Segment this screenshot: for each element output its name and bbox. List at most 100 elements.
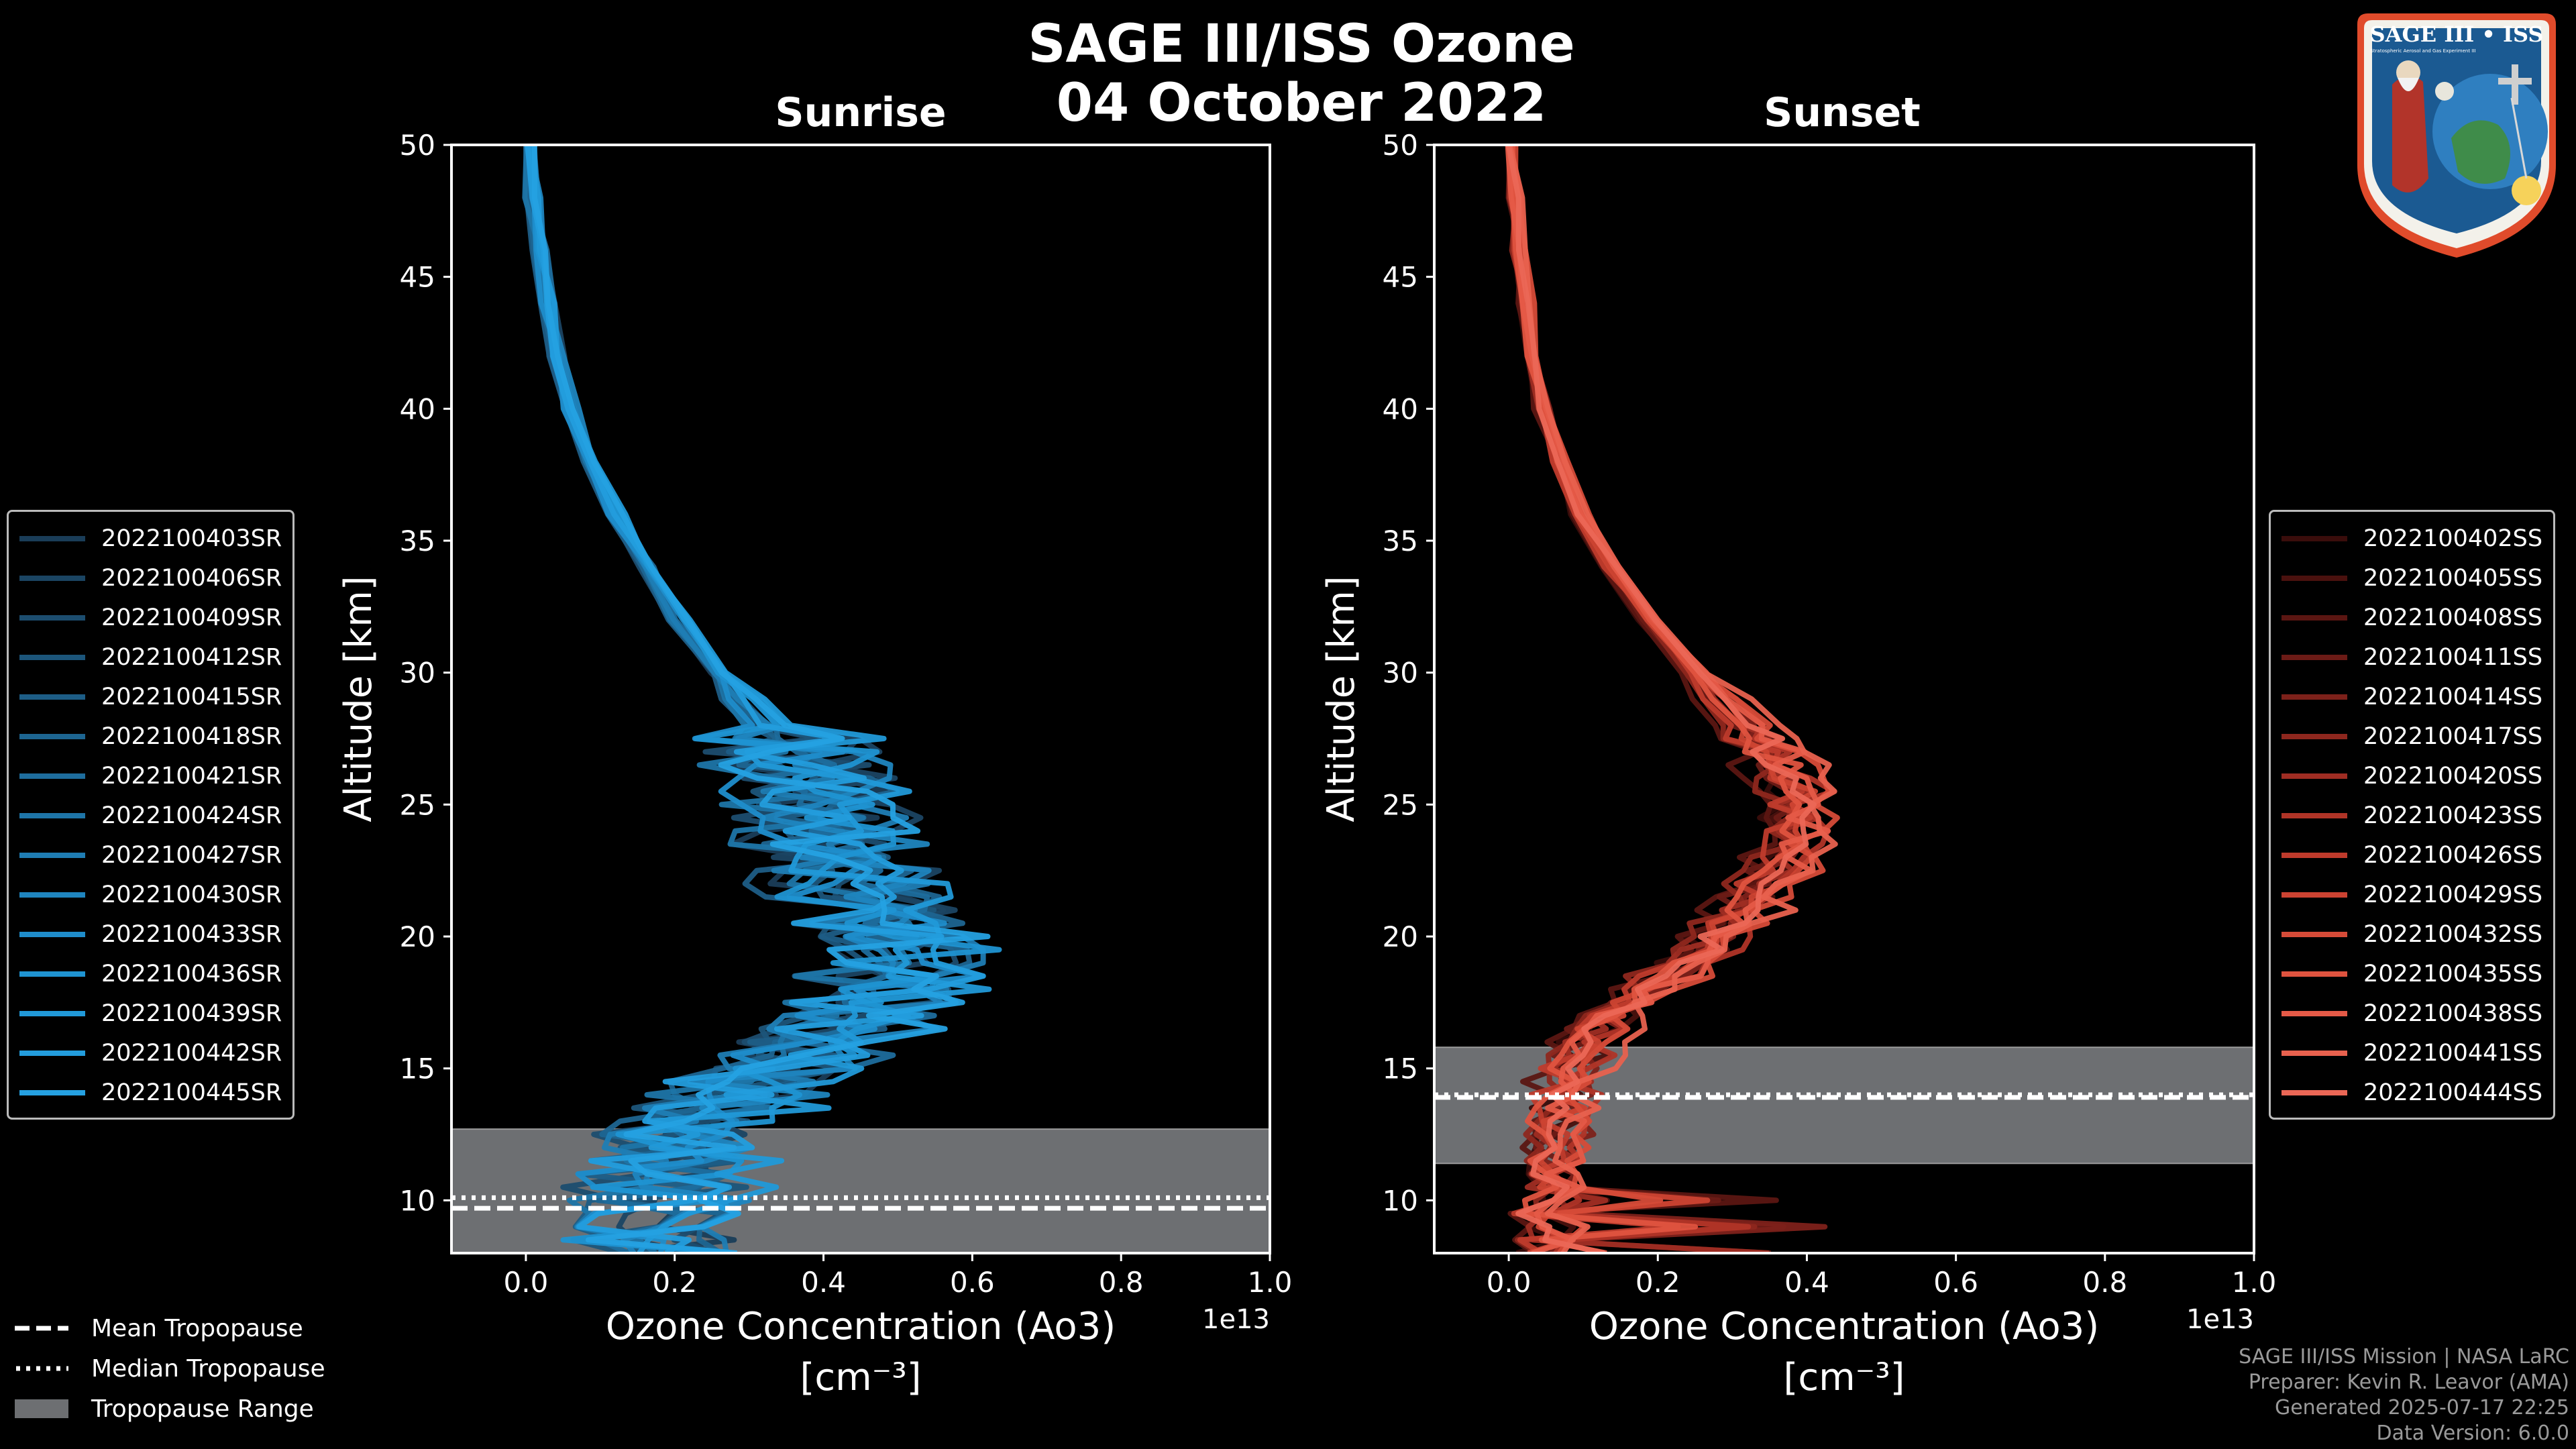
y-tick-label: 10	[1383, 1184, 1418, 1217]
legend-swatch	[19, 773, 85, 779]
legend-label: 2022100406SR	[101, 564, 282, 592]
legend-item: 2022100421SR	[19, 756, 282, 796]
x-axis-units: [cm⁻³]	[800, 1356, 921, 1399]
x-tick-label: 0.8	[2082, 1266, 2127, 1299]
legend-swatch	[19, 1050, 85, 1056]
legend-swatch	[19, 535, 85, 541]
legend-label: 2022100432SS	[2363, 920, 2543, 948]
dashed-line-icon	[15, 1326, 68, 1331]
legend-label: 2022100445SR	[101, 1079, 282, 1106]
y-axis-label: Altitude [km]	[337, 576, 380, 822]
legend-swatch	[19, 614, 85, 621]
legend-swatch	[2282, 575, 2347, 581]
legend-item: 2022100433SR	[19, 914, 282, 954]
legend-item: 2022100420SS	[2282, 756, 2542, 796]
legend-label: 2022100435SS	[2363, 960, 2543, 987]
x-tick-label: 0.2	[652, 1266, 697, 1299]
legend-item-median-tropopause: Median Tropopause	[13, 1348, 325, 1389]
legend-label: 2022100417SS	[2363, 722, 2543, 750]
legend-swatch	[2282, 1089, 2347, 1095]
credit-generated: Generated 2025-07-17 22:25	[2274, 1396, 2569, 1419]
y-tick-label: 15	[400, 1053, 435, 1085]
legend-swatch	[19, 852, 85, 858]
legend-label: 2022100420SS	[2363, 762, 2543, 790]
legend-swatch	[2282, 971, 2347, 977]
legend-swatch	[2282, 892, 2347, 898]
legend-label: 2022100409SR	[101, 604, 282, 631]
legend-item: 2022100415SR	[19, 677, 282, 716]
legend-label: 2022100405SS	[2363, 564, 2543, 592]
panel-title: Sunrise	[775, 89, 946, 136]
x-tick-label: 0.0	[504, 1266, 549, 1299]
legend-item: 2022100426SS	[2282, 835, 2542, 875]
y-tick-label: 25	[1383, 788, 1418, 821]
x-tick-label: 0.6	[1933, 1266, 1978, 1299]
x-tick-label: 0.4	[1784, 1266, 1829, 1299]
legend-item: 2022100427SR	[19, 835, 282, 875]
legend-label: Tropopause Range	[91, 1395, 314, 1423]
legend-label: 2022100402SS	[2363, 525, 2543, 552]
y-tick-label: 45	[400, 261, 435, 294]
legend-item: 2022100435SS	[2282, 954, 2542, 994]
x-axis-label: Ozone Concentration (Ao3)	[606, 1305, 1116, 1348]
legend-swatch	[2282, 812, 2347, 818]
legend-label: 2022100426SS	[2363, 841, 2543, 869]
legend-item-tropopause-range: Tropopause Range	[13, 1389, 325, 1429]
range-swatch-icon	[15, 1399, 68, 1418]
x-tick-label: 1.0	[2232, 1266, 2277, 1299]
legend-swatch	[19, 654, 85, 660]
legend-label: 2022100421SR	[101, 762, 282, 790]
figure-date: 04 October 2022	[1057, 73, 1547, 133]
profile-lines	[522, 145, 1002, 1253]
logo-title: SAGE III • ISS	[2370, 21, 2544, 47]
legend-swatch	[19, 733, 85, 739]
x-tick-label: 0.2	[1635, 1266, 1680, 1299]
legend-item: 2022100411SS	[2282, 637, 2542, 677]
legend-label: 2022100429SS	[2363, 881, 2543, 908]
profile-lines	[1505, 145, 1840, 1253]
x-axis-units: [cm⁻³]	[1783, 1356, 1904, 1399]
y-tick-label: 30	[400, 657, 435, 690]
legend-swatch	[19, 971, 85, 977]
credit-mission: SAGE III/ISS Mission | NASA LaRC	[2239, 1345, 2569, 1368]
panel-title: Sunset	[1764, 89, 1921, 136]
legend-swatch	[2282, 1010, 2347, 1016]
profile-line-2022100445SR	[531, 145, 991, 1253]
legend-item: 2022100439SR	[19, 994, 282, 1033]
legend-item: 2022100412SR	[19, 637, 282, 677]
figure-title: SAGE III/ISS Ozone	[1028, 14, 1574, 74]
legend-label: 2022100441SS	[2363, 1039, 2543, 1067]
y-tick-label: 20	[400, 920, 435, 953]
x-multiplier-label: 1e13	[1202, 1304, 1270, 1335]
y-tick-label: 15	[1383, 1053, 1418, 1085]
x-tick-label: 0.8	[1099, 1266, 1144, 1299]
legend-label: 2022100436SR	[101, 960, 282, 987]
y-tick-label: 30	[1383, 657, 1418, 690]
dotted-line-icon	[16, 1366, 68, 1371]
legend-swatch	[2282, 931, 2347, 937]
legend-swatch	[2282, 614, 2347, 621]
legend-swatch	[2282, 852, 2347, 858]
credit-data-version: Data Version: 6.0.0	[2376, 1421, 2569, 1445]
credit-preparer: Preparer: Kevin R. Leavor (AMA)	[2248, 1371, 2569, 1394]
legend-item: 2022100409SR	[19, 598, 282, 637]
legend-label: 2022100423SS	[2363, 802, 2543, 829]
y-tick-label: 40	[1383, 392, 1418, 425]
legend-label: 2022100444SS	[2363, 1079, 2543, 1106]
y-tick-label: 35	[1383, 525, 1418, 557]
legend-swatch	[2282, 535, 2347, 541]
y-tick-label: 35	[400, 525, 435, 557]
y-tick-label: 50	[400, 129, 435, 162]
legend-item: 2022100424SR	[19, 796, 282, 835]
legend-item: 2022100445SR	[19, 1073, 282, 1112]
legend-swatch	[19, 1089, 85, 1095]
y-tick-label: 10	[400, 1184, 435, 1217]
legend-item: 2022100406SR	[19, 558, 282, 598]
legend-item: 2022100403SR	[19, 519, 282, 558]
legend-label: Median Tropopause	[91, 1354, 325, 1383]
legend-swatch	[19, 694, 85, 700]
legend-swatch	[19, 575, 85, 581]
legend-item: 2022100418SR	[19, 716, 282, 756]
legend-swatch	[19, 812, 85, 818]
